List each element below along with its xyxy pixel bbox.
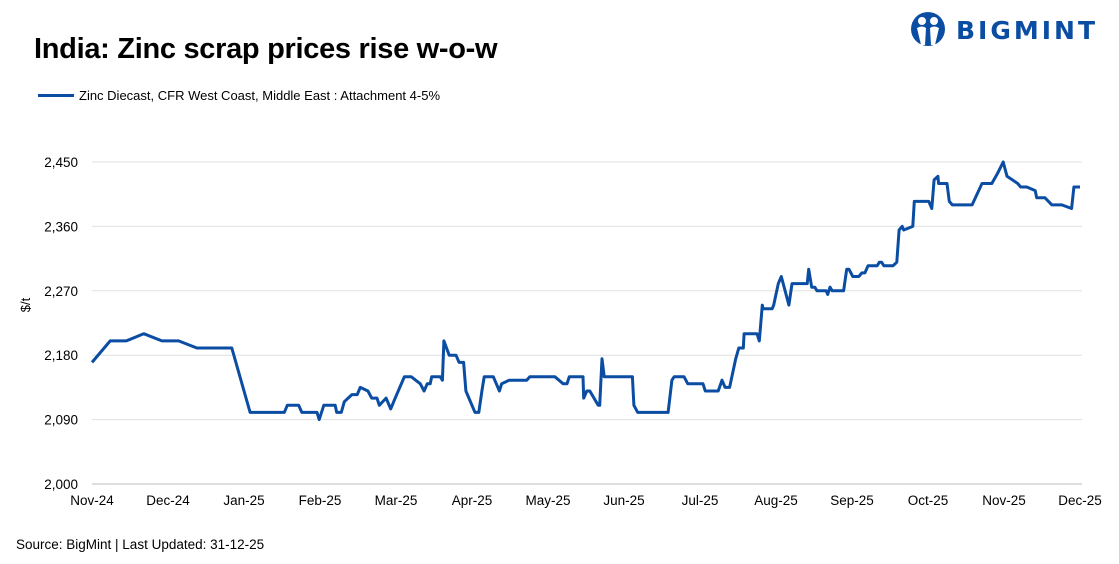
x-tick-label: Jun-25 [603, 493, 644, 508]
x-tick-label: Jul-25 [682, 493, 719, 508]
series-line-zinc-diecast [90, 160, 1080, 422]
legend-swatch [38, 94, 74, 97]
x-tick-label: Aug-25 [754, 493, 798, 508]
y-axis-label: $/t [18, 297, 33, 312]
bigmint-logo-icon [911, 12, 945, 46]
x-tick-label: Nov-25 [982, 493, 1026, 508]
x-tick-label: Jan-25 [223, 493, 264, 508]
y-tick-label: 2,090 [44, 413, 78, 428]
y-tick-label: 2,270 [44, 284, 78, 299]
chart-title: India: Zinc scrap prices rise w-o-w [34, 33, 498, 65]
y-tick-label: 2,450 [44, 155, 78, 170]
y-tick-label: 2,000 [44, 477, 78, 492]
x-tick-label: Dec-25 [1058, 493, 1102, 508]
x-tick-label: Feb-25 [299, 493, 342, 508]
source-note: Source: BigMint | Last Updated: 31-12-25 [16, 537, 265, 552]
x-tick-label: Mar-25 [375, 493, 418, 508]
y-tick-labels: 2,000 2,090 2,180 2,270 2,360 2,450 [44, 155, 78, 492]
x-tick-label: Dec-24 [146, 493, 190, 508]
y-tick-label: 2,180 [44, 348, 78, 363]
x-tick-label: Apr-25 [452, 493, 493, 508]
y-tick-label: 2,360 [44, 219, 78, 234]
x-tick-label: May-25 [525, 493, 570, 508]
x-tick-label: Oct-25 [908, 493, 949, 508]
x-tick-label: Sep-25 [830, 493, 874, 508]
logo-text: BIGMINT [956, 15, 1099, 45]
legend-label: Zinc Diecast, CFR West Coast, Middle Eas… [79, 88, 440, 103]
legend: Zinc Diecast, CFR West Coast, Middle Eas… [38, 88, 440, 103]
line-chart: 2,000 2,090 2,180 2,270 2,360 2,450 Nov-24 Dec… [18, 155, 1102, 508]
x-tick-labels: Nov-24 Dec-24 Jan-25 Feb-25 Mar-25 Apr-25 May-… [70, 493, 1102, 508]
bigmint-logo: BIGMINT [910, 11, 1098, 49]
gridlines [92, 161, 1082, 485]
x-tick-label: Nov-24 [70, 493, 114, 508]
